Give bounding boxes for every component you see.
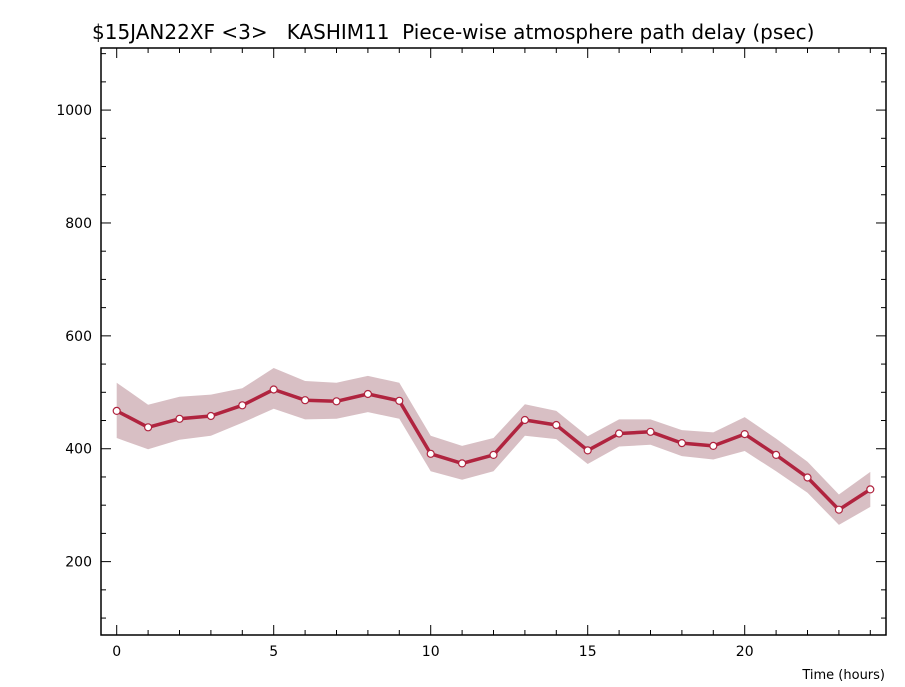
data-point (614, 429, 624, 438)
y-tick-label: 1000 (56, 103, 92, 119)
data-point (175, 414, 184, 423)
data-point (458, 459, 467, 468)
x-tick-label: 5 (269, 644, 278, 660)
data-point (332, 397, 341, 406)
data-point (238, 401, 247, 410)
x-axis-label: Time (hours) (801, 668, 885, 683)
plot-frame (100, 47, 887, 636)
data-point-layer (112, 385, 875, 514)
data-point (834, 505, 844, 514)
data-point (866, 485, 875, 494)
data-point (677, 439, 687, 448)
data-point (489, 450, 498, 459)
x-tick-label: 10 (422, 644, 440, 660)
data-point (112, 406, 121, 415)
data-point (771, 450, 781, 459)
data-point (206, 411, 215, 421)
x-tick-label: 0 (112, 644, 121, 660)
x-tick-label: 20 (736, 644, 754, 660)
data-point (144, 423, 153, 432)
data-point (301, 396, 310, 405)
uncertainty-band (116, 368, 871, 525)
data-point (426, 449, 435, 458)
data-point (583, 446, 592, 455)
confidence-band-layer (116, 368, 871, 525)
data-point (740, 430, 749, 439)
data-point (803, 473, 812, 482)
chart-title: $15JAN22XF <3> KASHIM11 Piece-wise atmos… (92, 20, 814, 44)
x-tick-label: 15 (579, 644, 597, 660)
data-point (520, 415, 530, 425)
data-point (269, 385, 278, 394)
data-point (363, 389, 372, 399)
y-tick-label: 800 (65, 216, 92, 232)
y-tick-label: 200 (65, 555, 92, 571)
data-point (646, 427, 655, 436)
data-point (552, 420, 561, 430)
data-point (395, 396, 404, 405)
y-tick-label: 600 (65, 329, 92, 345)
y-tick-label: 400 (65, 442, 92, 458)
axis-tick-labels: 0 5 10 15 20 200 400 600 800 1000 (56, 103, 753, 660)
data-point (709, 441, 718, 450)
axis-ticks (101, 48, 886, 635)
